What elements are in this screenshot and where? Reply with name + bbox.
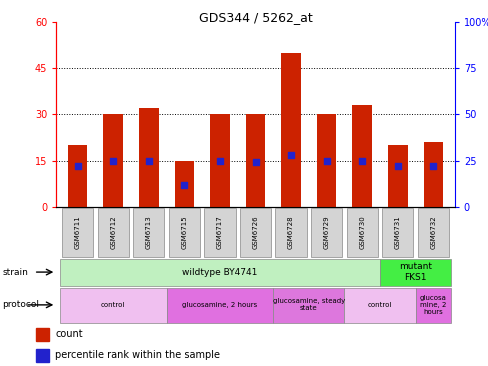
Point: [358, 158, 366, 164]
FancyBboxPatch shape: [344, 288, 415, 323]
FancyBboxPatch shape: [379, 259, 450, 286]
Text: GSM6732: GSM6732: [429, 216, 435, 249]
Bar: [139, 108, 158, 207]
Point: [144, 158, 152, 164]
Bar: [245, 114, 265, 207]
Point: [74, 163, 81, 169]
Text: percentile rank within the sample: percentile rank within the sample: [55, 351, 220, 361]
FancyBboxPatch shape: [275, 208, 306, 257]
FancyBboxPatch shape: [133, 208, 164, 257]
Text: GSM6730: GSM6730: [359, 216, 365, 249]
FancyBboxPatch shape: [168, 208, 200, 257]
Bar: [210, 114, 229, 207]
FancyBboxPatch shape: [382, 208, 413, 257]
Text: mutant
FKS1: mutant FKS1: [398, 262, 431, 282]
Text: GSM6729: GSM6729: [323, 216, 329, 249]
FancyBboxPatch shape: [60, 259, 379, 286]
Text: protocol: protocol: [2, 300, 40, 309]
FancyBboxPatch shape: [346, 208, 377, 257]
Point: [322, 158, 330, 164]
FancyBboxPatch shape: [417, 208, 448, 257]
Bar: [352, 105, 371, 207]
Point: [251, 160, 259, 165]
Text: control: control: [101, 302, 125, 308]
Bar: [36, 349, 49, 362]
FancyBboxPatch shape: [204, 208, 235, 257]
Text: GDS344 / 5262_at: GDS344 / 5262_at: [198, 11, 312, 24]
FancyBboxPatch shape: [97, 208, 128, 257]
FancyBboxPatch shape: [310, 208, 342, 257]
Point: [109, 158, 117, 164]
Text: GSM6712: GSM6712: [110, 216, 116, 249]
Point: [393, 163, 401, 169]
Text: wildtype BY4741: wildtype BY4741: [182, 268, 257, 277]
Bar: [423, 142, 442, 207]
Bar: [387, 145, 407, 207]
Text: GSM6717: GSM6717: [217, 216, 223, 249]
Point: [180, 182, 188, 187]
Text: glucosamine, steady
state: glucosamine, steady state: [272, 298, 345, 311]
Text: count: count: [55, 329, 82, 339]
Text: GSM6713: GSM6713: [145, 216, 151, 249]
Text: GSM6731: GSM6731: [394, 216, 400, 249]
Point: [286, 152, 294, 158]
Point: [428, 163, 436, 169]
FancyBboxPatch shape: [60, 288, 166, 323]
Bar: [174, 161, 194, 207]
FancyBboxPatch shape: [415, 288, 450, 323]
Point: [216, 158, 224, 164]
Text: GSM6715: GSM6715: [181, 216, 187, 249]
Text: glucosamine, 2 hours: glucosamine, 2 hours: [182, 302, 257, 308]
Bar: [316, 114, 336, 207]
FancyBboxPatch shape: [273, 288, 344, 323]
FancyBboxPatch shape: [62, 208, 93, 257]
Bar: [281, 53, 300, 207]
Bar: [103, 114, 122, 207]
Text: GSM6726: GSM6726: [252, 216, 258, 249]
Bar: [68, 145, 87, 207]
Bar: [36, 328, 49, 341]
Text: GSM6728: GSM6728: [287, 216, 293, 249]
Text: control: control: [367, 302, 391, 308]
Text: GSM6711: GSM6711: [75, 216, 81, 249]
FancyBboxPatch shape: [239, 208, 271, 257]
Text: glucosa
mine, 2
hours: glucosa mine, 2 hours: [419, 295, 446, 315]
Text: strain: strain: [2, 268, 28, 277]
FancyBboxPatch shape: [166, 288, 273, 323]
